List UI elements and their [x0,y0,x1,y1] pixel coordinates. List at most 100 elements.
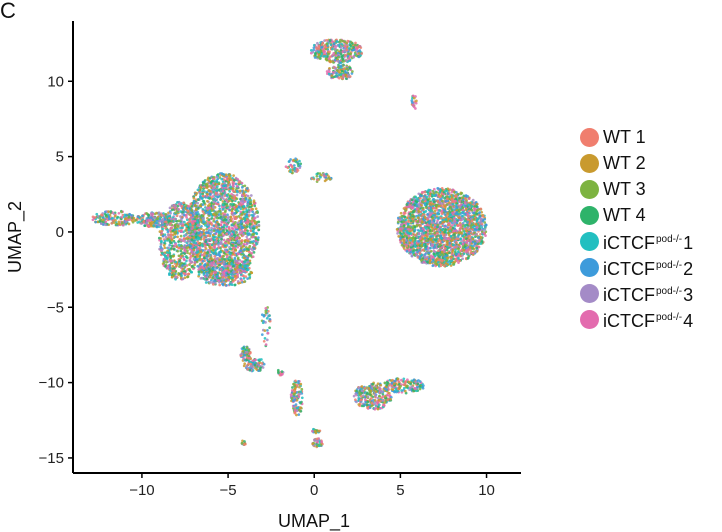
data-point [212,197,215,201]
data-point [220,172,224,175]
data-point [199,194,202,198]
data-point [210,230,213,234]
data-point [228,190,232,193]
data-point [199,227,203,231]
data-point [431,264,435,268]
data-point [448,188,452,191]
data-point [216,220,219,224]
data-point [247,232,251,235]
data-point [202,187,205,191]
data-point [185,216,188,219]
data-point [173,223,177,227]
data-point [228,208,231,212]
data-point [251,255,255,259]
data-point [237,239,241,243]
data-point [448,251,451,255]
data-point [136,215,140,218]
data-point [100,214,104,217]
data-point [162,257,166,261]
data-point [215,185,219,188]
data-point [240,186,244,189]
data-point [223,269,226,273]
data-point [224,241,228,245]
data-point [231,264,235,268]
data-point [217,278,221,282]
data-point [193,230,197,233]
data-point [233,233,237,237]
data-point [127,222,131,226]
data-point [240,212,244,215]
data-point [241,217,245,221]
data-point [221,207,225,211]
data-point [424,245,427,248]
data-point [94,220,98,224]
data-point [177,219,181,223]
data-point [223,258,227,261]
data-point [177,254,181,258]
data-point [246,229,249,233]
data-point [246,260,250,264]
data-point [179,234,183,238]
data-point [123,217,127,221]
data-point [218,283,222,287]
data-point [158,217,162,220]
data-point [124,220,128,224]
data-point [227,180,231,184]
data-point [196,248,199,251]
data-point [191,221,194,224]
data-point [406,223,410,226]
data-point [475,246,479,250]
data-point [250,219,254,223]
data-point [227,262,231,265]
data-point [224,186,228,190]
data-point [397,235,401,238]
data-point [185,236,188,240]
data-point [214,192,218,196]
data-point [188,207,192,210]
data-point [205,254,209,258]
data-point [220,177,224,181]
data-point [222,234,225,237]
data-point [419,226,423,230]
data-point [209,180,213,184]
data-point [252,200,256,204]
data-point [194,207,198,211]
data-point [202,252,206,256]
data-point [434,216,437,220]
data-point [196,188,200,192]
data-point [233,194,236,198]
data-point [107,217,111,221]
data-point [201,203,205,206]
data-point [166,215,169,219]
data-point [452,243,455,247]
data-point [240,229,244,233]
data-point [232,174,235,177]
data-point [242,242,246,246]
data-point [213,279,216,283]
data-point [182,271,186,275]
data-point [95,212,99,216]
data-point [210,264,214,267]
data-point [475,209,479,212]
data-point [229,203,232,206]
data-point [233,256,237,260]
data-point [98,219,102,223]
data-point [234,205,238,209]
data-point [201,197,204,200]
data-point [196,223,200,227]
data-point [208,262,212,266]
data-point [160,240,163,244]
data-point [221,203,225,207]
data-point [230,262,234,266]
data-point [195,215,199,218]
data-point [180,230,184,233]
data-point [239,249,243,252]
data-point [186,246,190,249]
data-point [145,222,148,225]
data-point [161,234,165,238]
data-point [424,227,428,230]
data-point [130,213,133,217]
data-point [201,189,204,193]
data-point [242,248,246,251]
data-point [211,233,215,237]
